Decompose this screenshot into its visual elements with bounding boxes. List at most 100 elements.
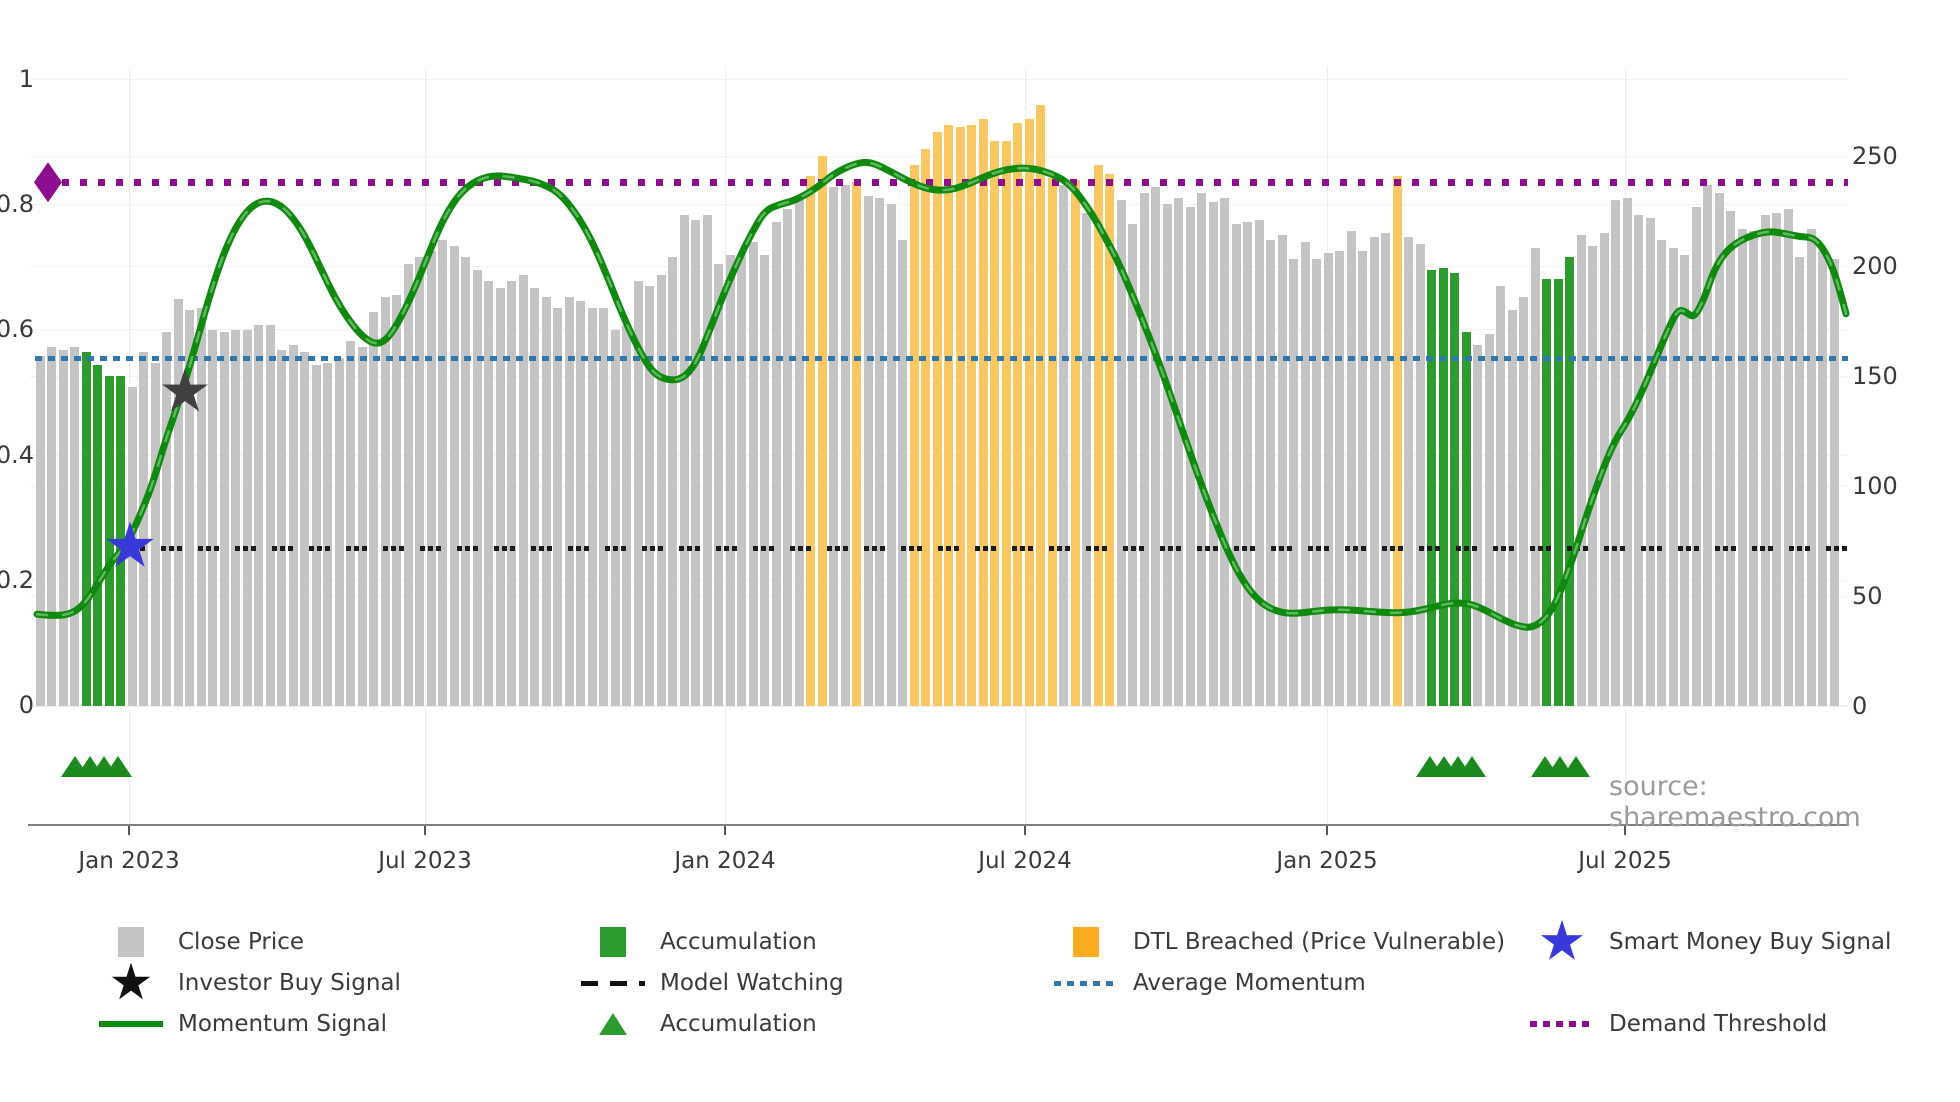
close-price-bar — [691, 219, 700, 706]
close-price-bar — [1645, 217, 1655, 706]
close-price-bar — [426, 250, 436, 706]
legend-label: Demand Threshold — [1609, 1011, 1828, 1037]
accumulation-bar — [116, 376, 125, 706]
legend-item-investor-buy: Investor Buy Signal — [96, 962, 401, 1001]
dtl-breached-bar — [921, 149, 930, 706]
dtl-breached-bar — [1105, 173, 1114, 706]
close-price-bar — [1588, 246, 1597, 706]
close-price-bar — [1208, 202, 1218, 706]
close-price-bar — [1599, 233, 1609, 706]
legend-item-average-momentum: Average Momentum — [1051, 965, 1366, 1001]
close-price-bar — [1174, 197, 1183, 706]
close-price-bar — [311, 365, 321, 706]
close-price-bar — [1381, 233, 1390, 706]
x-axis-tick — [424, 826, 426, 835]
close-price-bar — [794, 200, 804, 706]
close-price-bar — [1484, 334, 1494, 706]
close-price-bar — [1128, 224, 1137, 706]
close-price-bar — [714, 263, 723, 706]
right-tick-label: 50 — [1852, 582, 1883, 610]
green-triangle-icon — [578, 1013, 648, 1035]
right-tick-label: 250 — [1852, 142, 1898, 170]
dtl-breached-bar — [909, 164, 919, 706]
close-price-bar — [1335, 250, 1344, 706]
close-price-bar — [70, 347, 79, 706]
close-price-bar — [1703, 184, 1712, 706]
x-tick-label: Jan 2024 — [674, 848, 776, 874]
left-tick-label: 0.6 — [0, 315, 34, 344]
blue-dots-icon — [1051, 980, 1121, 986]
dtl-breached-bar — [1013, 123, 1022, 706]
close-price-bar — [438, 239, 447, 706]
close-price-bar — [58, 349, 68, 706]
close-price-bar — [1806, 228, 1816, 706]
close-price-bar — [622, 325, 631, 706]
green-line-icon — [96, 1021, 166, 1027]
left-tick-label: 0.8 — [0, 190, 34, 219]
dtl-breached-bar — [1070, 180, 1080, 706]
dtl-breached-bar — [1093, 164, 1103, 706]
accumulation-bar — [93, 365, 102, 706]
right-tick-label: 0 — [1852, 692, 1868, 720]
close-price-bar — [1162, 204, 1172, 706]
close-price-bar — [1726, 211, 1735, 706]
legend-label: Accumulation — [660, 929, 817, 955]
close-price-bar — [507, 281, 516, 706]
close-price-bar — [1657, 239, 1666, 706]
close-price-bar — [185, 310, 194, 706]
demand-threshold-line — [44, 179, 1848, 187]
legend-item-accumulation-marker: Accumulation — [578, 1006, 817, 1042]
legend-item-momentum: Momentum Signal — [96, 1006, 387, 1042]
accumulation-triangle-icon — [1416, 756, 1444, 777]
close-price-bar — [1266, 239, 1275, 706]
close-price-bar — [231, 329, 240, 706]
close-price-bar — [1415, 244, 1425, 706]
left-tick-label: 0 — [18, 691, 34, 719]
close-price-bar — [725, 255, 735, 706]
close-price-bar — [334, 358, 344, 706]
close-price-bar — [1254, 219, 1264, 706]
close-price-bar — [610, 329, 620, 706]
close-price-bar — [783, 208, 792, 706]
accumulation-triangle-icon — [1444, 756, 1472, 777]
close-price-bar — [748, 241, 758, 706]
close-price-bar — [1691, 206, 1701, 706]
close-price-bar — [875, 197, 884, 706]
close-price-bar — [1783, 208, 1793, 706]
average-momentum-line — [35, 356, 1848, 362]
close-price-bar — [829, 186, 838, 706]
x-axis-tick — [1024, 826, 1026, 835]
right-tick-label: 100 — [1852, 472, 1898, 500]
legend-label: Model Watching — [660, 970, 844, 996]
accumulation-triangle-icon — [61, 756, 89, 777]
close-price-bar — [300, 351, 309, 706]
close-price-bar — [1082, 213, 1091, 706]
accumulation-triangle-icon — [1531, 756, 1559, 777]
close-price-bar — [1185, 206, 1195, 706]
close-price-bar — [254, 325, 263, 706]
dtl-breached-bar — [990, 140, 999, 706]
close-price-bar — [196, 307, 206, 706]
close-price-bar — [771, 222, 781, 706]
close-price-bar — [1289, 259, 1298, 706]
close-price-bar — [599, 307, 608, 706]
orange-square-icon — [1051, 927, 1121, 957]
close-price-bar — [702, 215, 712, 706]
close-price-bar — [415, 257, 424, 706]
dtl-breached-bar — [806, 175, 815, 706]
close-price-bar — [679, 215, 689, 706]
close-price-bar — [1346, 230, 1356, 706]
dtl-breached-bar — [978, 118, 988, 706]
close-price-bar — [219, 332, 229, 706]
dtl-breached-bar — [1392, 175, 1402, 706]
x-axis-tick — [1624, 826, 1626, 835]
close-price-bar — [1231, 224, 1241, 706]
blue-star-icon — [1527, 919, 1597, 965]
legend-label: Smart Money Buy Signal — [1609, 929, 1892, 955]
close-price-bar — [1576, 235, 1586, 706]
accumulation-bar — [1565, 257, 1574, 706]
accumulation-bar — [81, 351, 91, 706]
x-axis-spine — [28, 824, 1848, 826]
close-price-bar — [530, 288, 539, 706]
